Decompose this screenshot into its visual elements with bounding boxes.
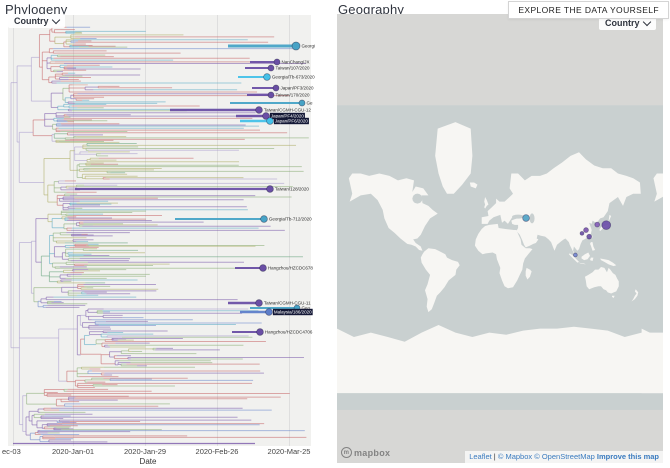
mapbox-logo-text: mapbox — [354, 447, 391, 458]
tree-color-by-label: Country — [14, 16, 49, 26]
osm-attribution-link[interactable]: © OpenStreetMap — [534, 452, 595, 461]
geography-panel-title: Geography — [338, 2, 405, 17]
attribution-separator: | — [491, 452, 498, 461]
geography-map[interactable]: m mapbox Leaflet | © Mapbox © OpenStreet… — [337, 14, 663, 463]
axis-tick: 2020-Jan-29 — [123, 447, 167, 456]
phylogeny-tree-canvas[interactable] — [0, 0, 320, 455]
mapbox-logo-icon: m — [341, 447, 352, 458]
improve-map-link[interactable]: Improve this map — [596, 452, 659, 461]
tree-color-by-dropdown[interactable]: Country — [8, 14, 65, 28]
mapbox-attribution-link[interactable]: © Mapbox — [497, 452, 533, 461]
axis-tick: 2020-Feb-26 — [195, 447, 239, 456]
date-axis: ec-03 2020-Jan-01 2020-Jan-29 2020-Feb-2… — [0, 447, 335, 467]
axis-title: Date — [139, 457, 157, 466]
axis-tick: ec-03 — [2, 447, 21, 456]
chevron-down-icon — [51, 15, 60, 24]
map-color-by-dropdown[interactable]: Country — [599, 16, 656, 30]
axis-tick: 2020-Mar-25 — [267, 447, 311, 456]
mapbox-logo[interactable]: m mapbox — [341, 447, 390, 458]
axis-tick: 2020-Jan-01 — [51, 447, 95, 456]
map-attribution: Leaflet | © Mapbox © OpenStreetMap Impro… — [465, 451, 663, 463]
leaflet-link[interactable]: Leaflet — [469, 452, 492, 461]
world-map-canvas[interactable] — [337, 14, 663, 463]
map-color-by-label: Country — [605, 18, 640, 28]
explore-data-button[interactable]: EXPLORE THE DATA YOURSELF — [508, 1, 669, 19]
